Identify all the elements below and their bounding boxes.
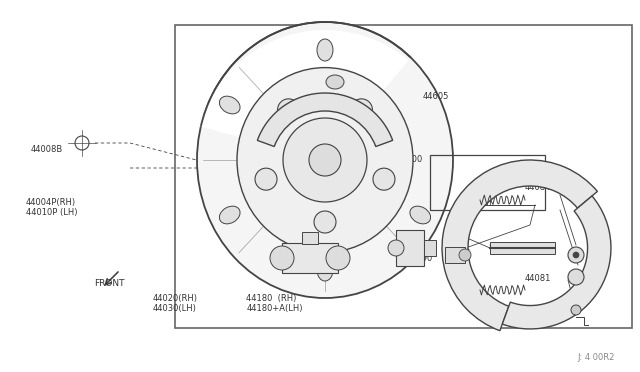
Wedge shape (502, 196, 611, 329)
Ellipse shape (317, 39, 333, 61)
Circle shape (283, 118, 367, 202)
Text: 44090: 44090 (406, 254, 433, 263)
Ellipse shape (197, 22, 453, 298)
Text: 44010P (LH): 44010P (LH) (26, 208, 77, 217)
Ellipse shape (220, 206, 240, 224)
Wedge shape (200, 30, 408, 160)
Circle shape (388, 240, 404, 256)
Circle shape (270, 246, 294, 270)
Text: 44083: 44083 (525, 174, 551, 183)
Text: 44180  (RH): 44180 (RH) (246, 294, 297, 303)
Text: 44004P(RH): 44004P(RH) (26, 198, 76, 207)
Circle shape (568, 269, 584, 285)
Text: 44008B: 44008B (31, 145, 63, 154)
Text: 44051: 44051 (339, 161, 365, 170)
Circle shape (278, 99, 300, 121)
Ellipse shape (410, 206, 431, 224)
Ellipse shape (317, 259, 333, 281)
Circle shape (573, 252, 579, 258)
Bar (175, 25, 632, 328)
Text: 44020(RH): 44020(RH) (152, 294, 197, 303)
Bar (445, 247, 465, 263)
Ellipse shape (326, 75, 344, 89)
Circle shape (568, 247, 584, 263)
Ellipse shape (237, 68, 413, 252)
Wedge shape (257, 93, 393, 147)
Text: 44200: 44200 (397, 155, 423, 164)
Circle shape (326, 246, 350, 270)
Wedge shape (442, 160, 597, 331)
Bar (490, 242, 555, 254)
Circle shape (571, 305, 581, 315)
Text: 44084: 44084 (525, 183, 551, 192)
Circle shape (373, 168, 395, 190)
Bar (302, 232, 318, 244)
Circle shape (314, 211, 336, 233)
Text: 44605: 44605 (422, 92, 449, 101)
Circle shape (255, 168, 277, 190)
Text: J: 4 00R2: J: 4 00R2 (578, 353, 615, 362)
Bar (282, 243, 338, 273)
Ellipse shape (220, 96, 240, 114)
Circle shape (351, 99, 372, 121)
Bar (430, 155, 545, 210)
Circle shape (459, 249, 471, 261)
Circle shape (309, 144, 341, 176)
Text: 44030(LH): 44030(LH) (152, 304, 196, 312)
Bar (424, 240, 436, 256)
Text: 44081: 44081 (525, 274, 551, 283)
Text: 44180+A(LH): 44180+A(LH) (246, 304, 303, 312)
Bar (396, 230, 424, 266)
Text: FRONT: FRONT (94, 279, 125, 288)
Text: 44091: 44091 (445, 243, 471, 252)
